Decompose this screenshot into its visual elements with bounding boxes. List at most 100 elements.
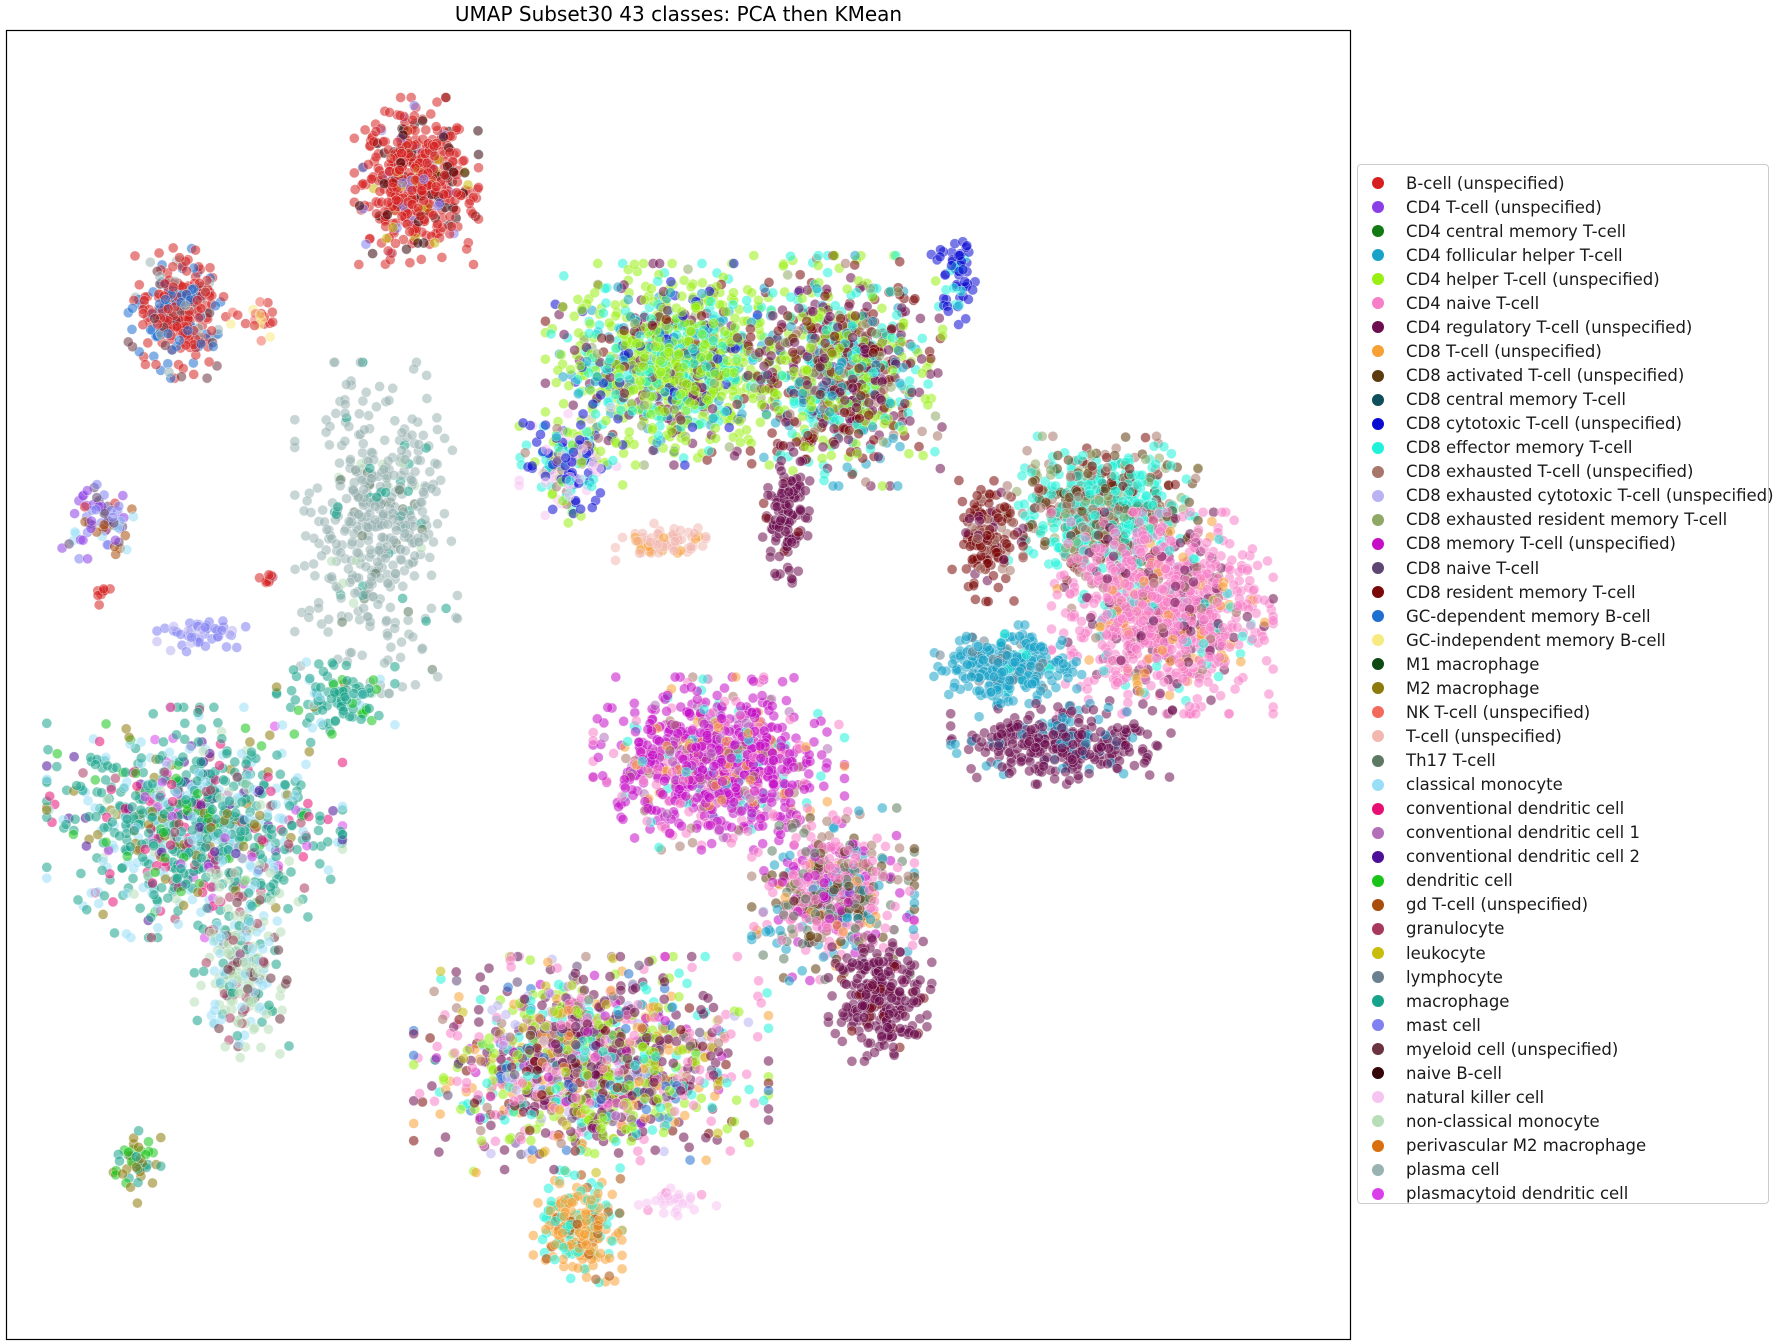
data-point <box>773 551 785 562</box>
data-point <box>600 415 612 426</box>
data-point <box>274 1048 286 1060</box>
data-point <box>735 436 746 448</box>
data-point <box>240 722 251 734</box>
data-point <box>254 296 266 308</box>
data-point <box>404 257 416 269</box>
data-point <box>416 185 428 196</box>
data-point <box>235 825 247 837</box>
data-point <box>847 382 859 394</box>
data-point <box>577 408 589 420</box>
data-point <box>147 708 159 720</box>
data-point <box>574 434 586 446</box>
data-point <box>186 824 198 836</box>
data-point <box>371 401 382 413</box>
data-point <box>90 811 102 823</box>
data-point <box>68 751 80 763</box>
data-point <box>98 519 110 531</box>
data-point <box>853 362 865 374</box>
data-point <box>189 967 200 979</box>
data-point <box>646 424 658 436</box>
data-point <box>137 319 149 331</box>
data-point <box>421 393 433 404</box>
data-point <box>350 464 361 476</box>
data-point <box>159 852 171 864</box>
data-point <box>192 707 204 718</box>
data-point <box>604 353 616 365</box>
data-point <box>770 417 781 429</box>
data-point <box>343 563 354 575</box>
data-point <box>201 372 213 384</box>
data-point <box>572 294 584 305</box>
data-point <box>229 867 240 879</box>
data-point <box>957 264 969 276</box>
data-point <box>131 780 143 792</box>
data-point <box>785 250 796 262</box>
data-point <box>232 309 243 321</box>
data-point <box>708 378 720 389</box>
data-point <box>365 473 377 484</box>
data-point <box>839 407 850 418</box>
data-point <box>96 787 107 799</box>
data-point <box>645 408 657 420</box>
data-point <box>249 818 260 830</box>
data-point <box>254 572 265 584</box>
data-point <box>369 514 381 526</box>
data-point <box>263 569 275 581</box>
data-point <box>829 300 841 311</box>
data-point <box>289 414 301 426</box>
data-point <box>134 279 145 291</box>
data-point <box>341 493 352 504</box>
data-point <box>413 536 425 548</box>
data-point <box>446 535 457 547</box>
data-point <box>353 259 365 270</box>
data-point <box>915 313 926 324</box>
data-point <box>687 421 698 433</box>
data-point <box>592 432 604 444</box>
data-point <box>436 252 448 263</box>
data-point <box>622 294 634 305</box>
data-point <box>732 332 743 344</box>
data-point <box>868 434 880 446</box>
data-point <box>840 258 851 269</box>
data-point <box>639 399 650 411</box>
data-point <box>362 522 374 533</box>
data-point <box>763 277 775 288</box>
data-point <box>180 300 191 311</box>
data-point <box>362 159 374 170</box>
data-point <box>804 475 816 487</box>
data-point <box>114 830 125 842</box>
data-point <box>313 658 325 670</box>
data-point <box>526 460 538 472</box>
data-point <box>334 457 345 469</box>
data-point <box>801 364 813 376</box>
data-point <box>171 321 183 332</box>
data-point <box>867 367 879 379</box>
data-point <box>106 784 117 795</box>
data-point <box>206 325 217 337</box>
data-point <box>954 250 966 261</box>
data-point <box>959 276 971 287</box>
data-point <box>557 301 569 313</box>
data-point <box>382 518 393 530</box>
data-point <box>680 435 692 447</box>
data-point <box>236 748 247 759</box>
data-point <box>182 325 194 336</box>
data-point <box>60 819 72 830</box>
data-point <box>775 465 787 477</box>
data-point <box>777 260 789 272</box>
data-point <box>371 208 382 219</box>
data-point <box>821 324 832 336</box>
data-point <box>246 900 258 912</box>
data-point <box>324 439 335 451</box>
data-point <box>687 343 699 355</box>
data-point <box>249 1022 260 1034</box>
data-point <box>420 615 432 627</box>
data-point <box>370 126 382 137</box>
data-point <box>610 343 622 354</box>
data-point <box>316 550 327 562</box>
data-point <box>363 703 375 714</box>
data-point <box>100 836 112 848</box>
data-point <box>97 855 109 867</box>
data-point <box>288 664 299 676</box>
data-point <box>165 839 176 851</box>
